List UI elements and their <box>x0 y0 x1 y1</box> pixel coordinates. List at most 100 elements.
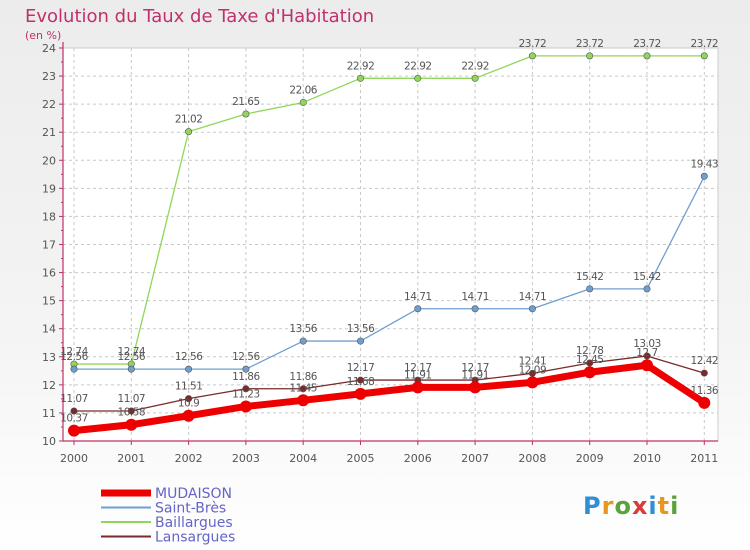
data-label: 15.42 <box>576 271 604 283</box>
data-label: 11.68 <box>347 376 375 388</box>
data-point <box>125 418 138 431</box>
x-tick-label: 2002 <box>175 452 203 465</box>
data-label: 22.92 <box>461 60 489 72</box>
y-tick-label: 18 <box>42 210 56 223</box>
data-label: 15.42 <box>633 271 661 283</box>
data-point <box>700 52 708 60</box>
data-point <box>643 352 651 360</box>
data-label: 12.17 <box>461 362 489 374</box>
data-point <box>414 305 422 313</box>
data-label: 13.03 <box>633 338 661 350</box>
data-label: 10.37 <box>60 413 88 425</box>
data-point <box>354 387 367 400</box>
data-label: 11.45 <box>289 382 317 394</box>
data-point <box>68 424 80 437</box>
data-label: 10.58 <box>118 407 146 419</box>
data-label: 11.23 <box>232 388 260 400</box>
data-label: 11.07 <box>118 393 146 405</box>
data-label: 11.86 <box>289 371 317 383</box>
data-point <box>70 407 78 415</box>
data-point <box>586 359 594 367</box>
data-point <box>643 52 651 60</box>
data-point <box>356 337 364 345</box>
data-label: 12.56 <box>118 351 146 363</box>
x-tick-label: 2011 <box>690 452 718 465</box>
data-point <box>586 285 594 293</box>
data-point <box>127 407 135 415</box>
data-point <box>185 365 193 373</box>
data-label: 14.71 <box>404 291 432 303</box>
chart-title: Evolution du Taux de Taxe d'Habitation <box>25 6 375 27</box>
data-point <box>127 365 135 373</box>
data-label: 23.72 <box>576 38 604 50</box>
data-point <box>411 381 424 394</box>
y-tick-label: 20 <box>42 154 56 167</box>
y-tick-label: 23 <box>42 70 56 83</box>
data-label: 21.02 <box>175 114 203 126</box>
y-tick-label: 17 <box>42 239 56 252</box>
data-label: 23.72 <box>633 38 661 50</box>
x-tick-label: 2007 <box>461 452 489 465</box>
data-label: 12.45 <box>576 354 604 366</box>
x-tick-label: 2003 <box>232 452 260 465</box>
data-label: 12.56 <box>232 351 260 363</box>
y-tick-label: 16 <box>42 267 56 280</box>
data-label: 12.56 <box>175 351 203 363</box>
x-tick-label: 2010 <box>633 452 661 465</box>
data-point <box>299 98 307 106</box>
y-tick-label: 21 <box>42 126 56 139</box>
data-point <box>700 369 708 377</box>
data-point <box>586 52 594 60</box>
data-point <box>526 376 539 389</box>
legend-label: Saint-Brès <box>155 501 226 517</box>
legend-label: Baillargues <box>155 515 233 531</box>
data-point <box>698 396 711 409</box>
data-label: 23.72 <box>691 38 719 50</box>
data-label: 12.09 <box>519 364 547 376</box>
y-tick-label: 22 <box>42 98 56 111</box>
data-point <box>528 52 536 60</box>
x-tick-label: 2009 <box>576 452 604 465</box>
data-label: 19.43 <box>691 158 719 170</box>
y-tick-label: 13 <box>42 351 56 364</box>
data-point <box>299 385 307 393</box>
data-label: 14.71 <box>519 291 547 303</box>
x-tick-label: 2001 <box>117 452 145 465</box>
data-label: 23.72 <box>519 38 547 50</box>
data-label: 12.42 <box>691 355 719 367</box>
chart-subtitle: (en %) <box>25 29 62 42</box>
data-label: 11.07 <box>60 393 88 405</box>
y-tick-label: 19 <box>42 182 56 195</box>
data-label: 12.41 <box>519 355 547 367</box>
data-label: 12.78 <box>576 345 604 357</box>
data-point <box>242 110 250 118</box>
data-point <box>469 381 482 394</box>
series-line-mudaison <box>73 361 707 435</box>
legend-label: Lansargues <box>155 530 235 546</box>
y-tick-label: 12 <box>42 379 56 392</box>
data-point <box>239 400 252 413</box>
data-label: 12.56 <box>60 351 88 363</box>
data-point <box>242 385 250 393</box>
data-label: 12.74 <box>118 346 146 358</box>
data-point <box>297 394 310 407</box>
series-line-lansargues <box>74 355 705 412</box>
x-tick-label: 2006 <box>404 452 432 465</box>
x-tick-label: 2000 <box>60 452 88 465</box>
data-label: 12.7 <box>636 347 657 359</box>
x-tick-label: 2004 <box>289 452 317 465</box>
x-tick-label: 2005 <box>347 452 375 465</box>
data-point <box>70 365 78 373</box>
data-point <box>700 172 708 180</box>
data-point <box>641 359 653 372</box>
data-point <box>414 74 422 82</box>
data-point <box>471 74 479 82</box>
series-line-saint-brès <box>74 175 705 370</box>
y-tick-label: 11 <box>42 407 56 420</box>
series-line-baillargues <box>74 55 705 365</box>
data-label: 22.92 <box>404 60 432 72</box>
y-tick-label: 14 <box>42 323 56 336</box>
data-point <box>528 305 536 313</box>
